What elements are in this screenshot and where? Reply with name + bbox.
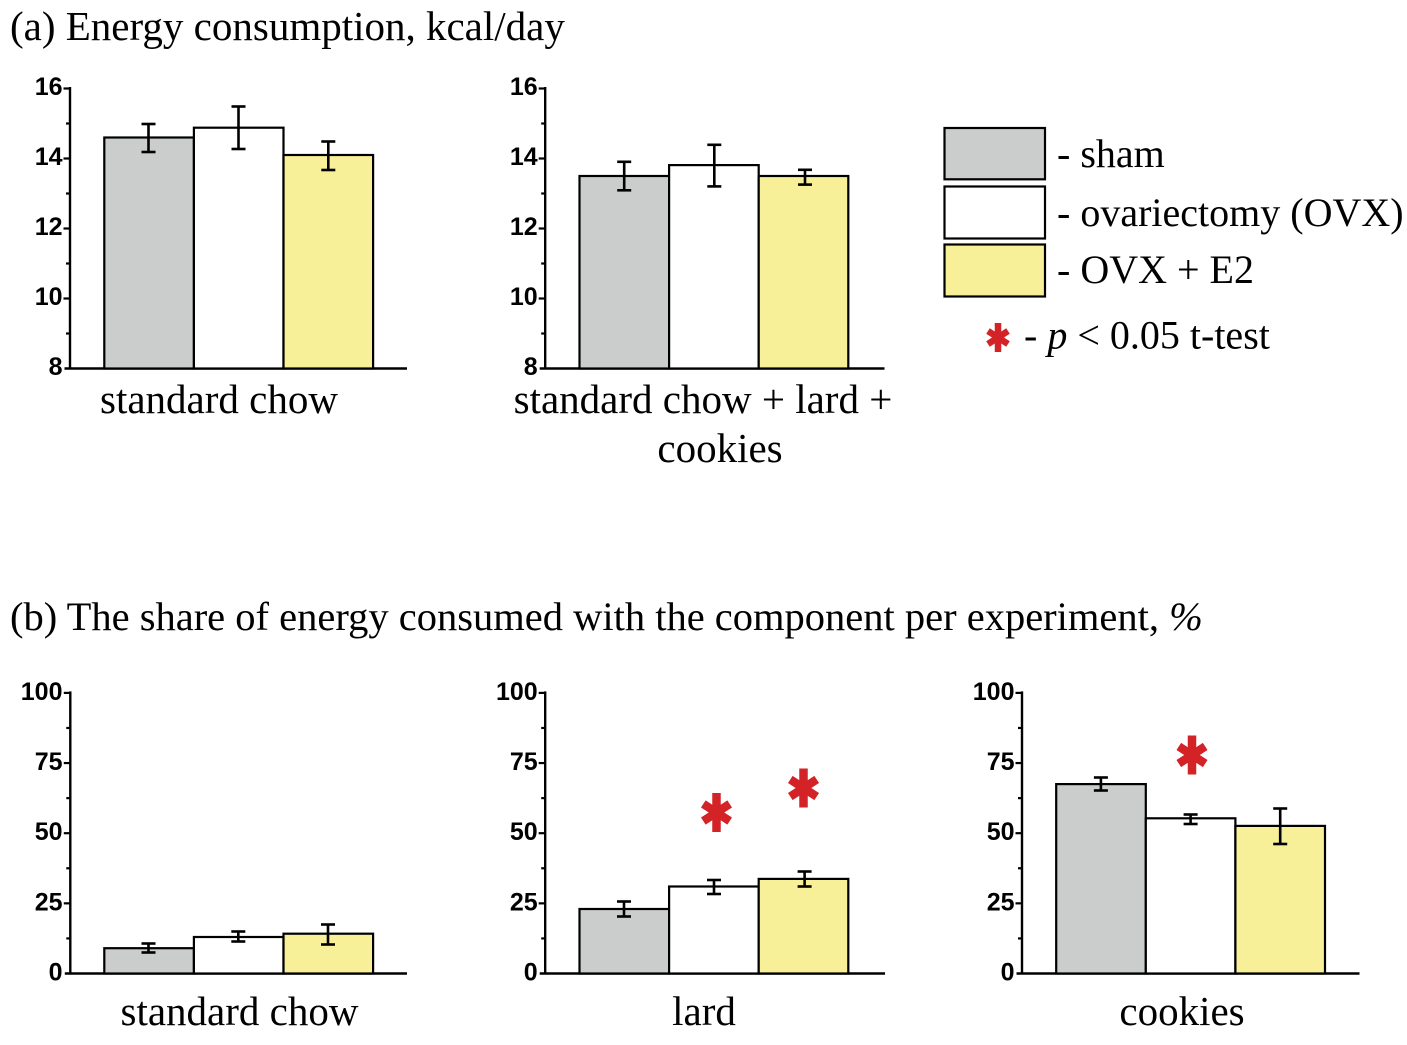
svg-text:100: 100 — [21, 678, 63, 706]
svg-text:75: 75 — [510, 748, 538, 776]
svg-text:75: 75 — [35, 748, 63, 776]
svg-text:16: 16 — [35, 73, 63, 101]
svg-text:0: 0 — [49, 959, 63, 987]
svg-text:cookies: cookies — [1119, 988, 1244, 1034]
svg-text:50: 50 — [510, 818, 538, 846]
svg-text:(b) The share of energy consum: (b) The share of energy consumed with th… — [10, 594, 1203, 639]
svg-text:100: 100 — [496, 678, 538, 706]
svg-text:75: 75 — [987, 748, 1015, 776]
svg-text:12: 12 — [35, 213, 63, 241]
svg-text:cookies: cookies — [657, 425, 782, 471]
svg-text:- p < 0.05 t-test: - p < 0.05 t-test — [1024, 313, 1270, 358]
svg-text:10: 10 — [35, 283, 63, 311]
svg-text:standard chow: standard chow — [100, 376, 338, 422]
svg-text:50: 50 — [987, 818, 1015, 846]
svg-text:0: 0 — [1001, 959, 1015, 987]
svg-text:25: 25 — [510, 888, 538, 916]
svg-text:lard: lard — [672, 988, 736, 1034]
svg-text:14: 14 — [510, 143, 538, 171]
svg-text:8: 8 — [524, 353, 538, 381]
svg-text:12: 12 — [510, 213, 538, 241]
svg-text:14: 14 — [35, 143, 63, 171]
svg-text:0: 0 — [524, 959, 538, 987]
svg-text:- OVX + E2: - OVX + E2 — [1057, 247, 1254, 292]
svg-text:16: 16 — [510, 73, 538, 101]
svg-text:- sham: - sham — [1057, 131, 1165, 176]
svg-text:25: 25 — [35, 888, 63, 916]
svg-text:10: 10 — [510, 283, 538, 311]
svg-text:(a) Energy consumption, kcal/d: (a) Energy consumption, kcal/day — [10, 3, 565, 49]
svg-text:- ovariectomy (OVX): - ovariectomy (OVX) — [1057, 190, 1404, 235]
svg-text:standard chow + lard +: standard chow + lard + — [514, 376, 893, 422]
svg-text:50: 50 — [35, 818, 63, 846]
svg-text:standard chow: standard chow — [121, 988, 359, 1034]
svg-text:8: 8 — [49, 353, 63, 381]
svg-text:100: 100 — [973, 678, 1015, 706]
svg-text:25: 25 — [987, 888, 1015, 916]
